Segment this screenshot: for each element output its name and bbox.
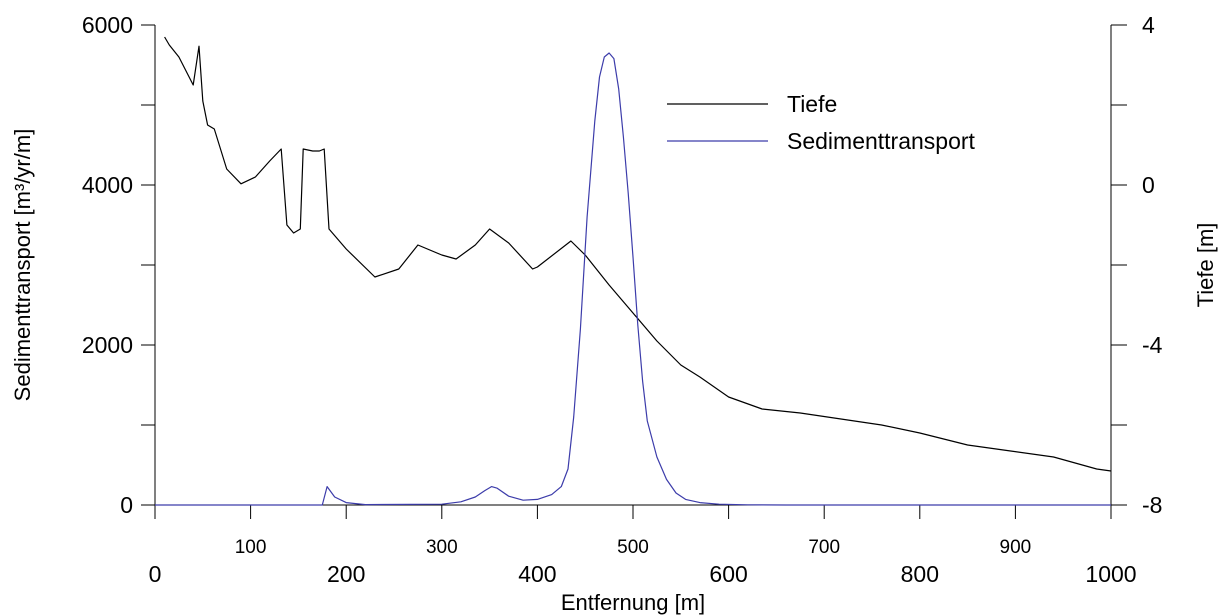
series-layer	[155, 36, 1112, 506]
legend-label-tiefe: Tiefe	[787, 91, 837, 117]
y-right-tick-label: -8	[1142, 492, 1162, 518]
x-tick-label: 400	[518, 561, 556, 587]
x-tick-label: 1000	[1085, 561, 1136, 587]
axis-ticks: 0 200 400 600 800 1000 100 300 500 700 900 0 2000 400…	[82, 12, 1163, 587]
x-tick-label: 800	[901, 561, 939, 587]
y-right-tick-label: -4	[1142, 332, 1163, 358]
x-tick-label: 900	[1000, 537, 1032, 558]
series-line-tiefe	[164, 36, 1112, 472]
y-right-tick-label: 4	[1142, 12, 1155, 38]
y-left-tick-label: 2000	[82, 332, 133, 358]
y-left-tick-label: 6000	[82, 12, 133, 38]
legend: Tiefe Sedimenttransport	[667, 91, 976, 154]
y-left-tick-label: 0	[120, 492, 133, 518]
y-axis-left-title: Sedimenttransport [m³/yr/m]	[10, 129, 35, 402]
x-tick-label: 300	[426, 537, 458, 558]
y-right-tick-label: 0	[1142, 172, 1155, 198]
y-axis-right-title: Tiefe [m]	[1193, 223, 1218, 308]
y-left-tick-label: 4000	[82, 172, 133, 198]
x-tick-label: 600	[709, 561, 747, 587]
x-tick-label: 0	[149, 561, 162, 587]
x-tick-label: 100	[235, 537, 267, 558]
x-tick-label: 500	[617, 537, 649, 558]
series-line-sedimenttransport	[155, 52, 1111, 506]
x-tick-label: 200	[327, 561, 365, 587]
x-tick-label: 700	[808, 537, 840, 558]
x-axis-title: Entfernung [m]	[561, 590, 705, 615]
legend-label-sedimenttransport: Sedimenttransport	[787, 128, 976, 154]
